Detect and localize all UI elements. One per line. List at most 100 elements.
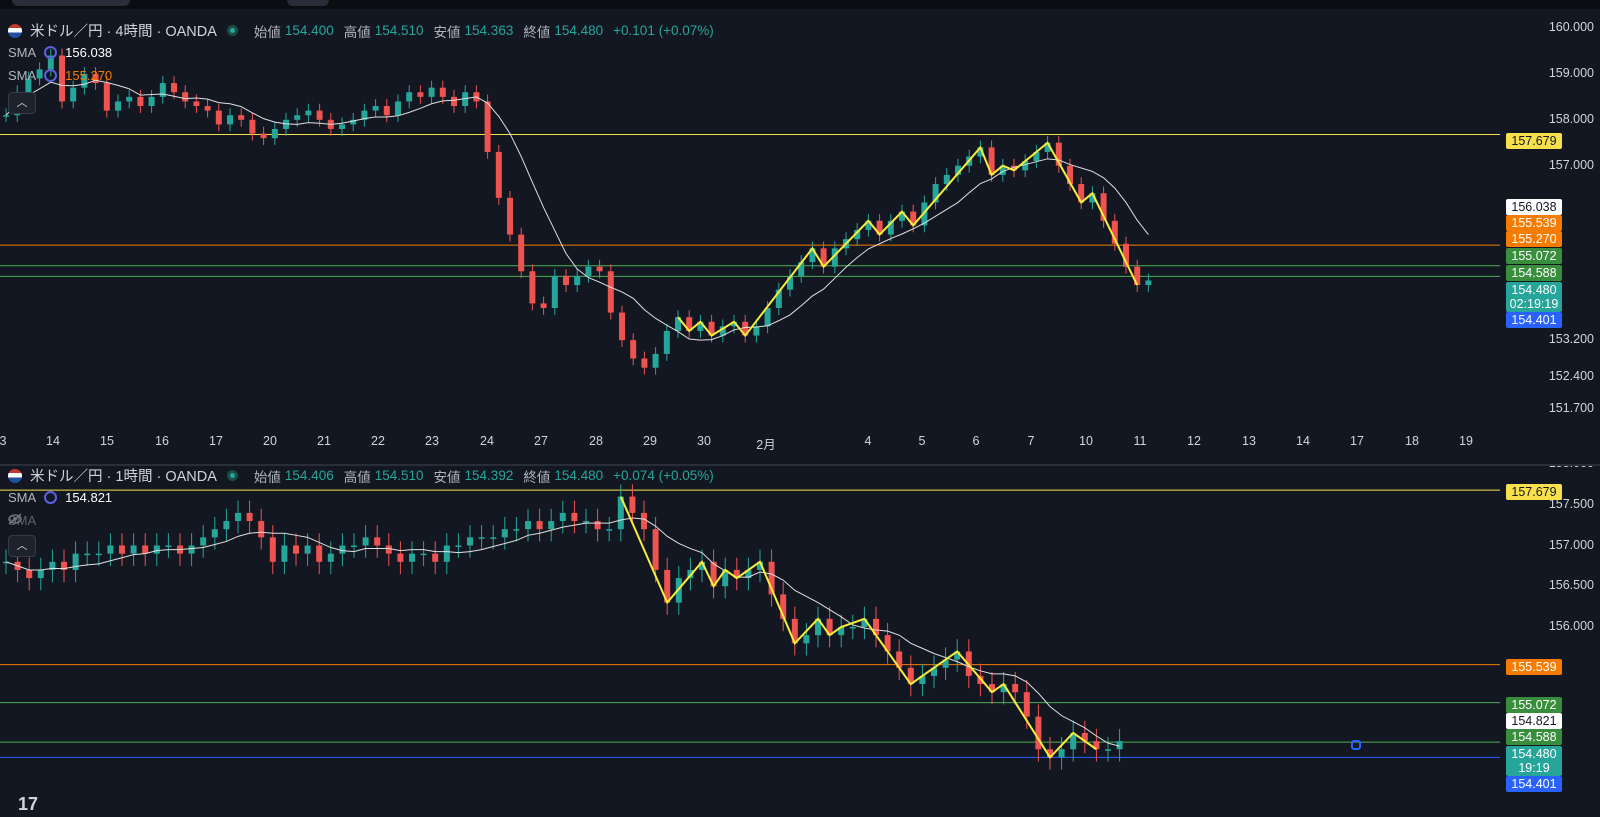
candlestick xyxy=(596,259,603,279)
candlestick xyxy=(271,122,278,146)
pane-divider[interactable] xyxy=(0,464,1600,466)
close-value: 154.480 xyxy=(554,23,604,38)
sma-indicator-2-hidden[interactable]: SMA xyxy=(8,513,36,528)
candlestick xyxy=(617,484,624,542)
candlestick xyxy=(115,94,121,118)
candlestick xyxy=(37,557,44,591)
candlestick xyxy=(260,126,267,146)
symbol-title[interactable]: 米ドル／円 · 1時間 · OANDA xyxy=(30,469,217,485)
tab-handle[interactable] xyxy=(287,0,329,6)
candlestick xyxy=(495,145,502,205)
candlestick xyxy=(641,500,647,542)
chart-canvas-4h[interactable] xyxy=(0,9,1600,464)
indicator-settings-icon[interactable] xyxy=(44,69,58,82)
candlestick xyxy=(420,541,427,566)
candlestick xyxy=(865,213,872,237)
drawing-anchor-handle[interactable] xyxy=(1351,740,1361,750)
candlestick xyxy=(1070,720,1077,762)
candlestick xyxy=(238,108,245,127)
symbol-title[interactable]: 米ドル／円 · 4時間 · OANDA xyxy=(30,24,217,40)
candlestick xyxy=(675,310,681,338)
candlestick xyxy=(61,549,67,583)
sma-indicator-1[interactable]: SMA 154.821 xyxy=(8,490,112,505)
candlestick xyxy=(126,89,133,109)
candlestick xyxy=(932,177,939,210)
candlestick xyxy=(831,241,838,274)
candlestick xyxy=(455,533,462,558)
sma-line[interactable] xyxy=(5,517,1120,747)
candlestick xyxy=(409,541,415,575)
eye-hidden-icon[interactable] xyxy=(8,513,22,525)
x-tick-label: 29 xyxy=(643,434,657,448)
candlestick xyxy=(722,557,729,599)
candlestick xyxy=(574,268,581,292)
candlestick xyxy=(204,99,211,118)
low-label: 安値 xyxy=(433,469,461,485)
price-tag: 155.539 xyxy=(1506,215,1562,231)
candlestick xyxy=(294,108,301,127)
candlestick xyxy=(137,89,144,113)
candlestick xyxy=(443,533,450,575)
indicator-settings-icon[interactable] xyxy=(44,46,58,59)
y-tick-label: 159.000 xyxy=(1548,65,1594,80)
chart-canvas-1h[interactable] xyxy=(0,466,1600,817)
x-tick-label: 16 xyxy=(155,434,169,448)
price-tag: 155.072 xyxy=(1506,248,1562,264)
change-value: +0.101 (+0.07%) xyxy=(613,23,714,38)
candlestick xyxy=(585,259,592,283)
zigzag-trend-drawing[interactable] xyxy=(677,141,1139,338)
sma-line[interactable] xyxy=(5,79,1149,341)
candlestick xyxy=(92,67,99,90)
candlestick xyxy=(200,525,207,558)
x-tick-label: 21 xyxy=(317,434,331,448)
candlestick xyxy=(583,508,589,534)
candlestick xyxy=(791,606,798,656)
collapse-legend-button[interactable]: ︿ xyxy=(8,92,36,114)
candlestick xyxy=(372,99,379,118)
candlestick xyxy=(235,500,241,534)
candlestick xyxy=(417,85,424,104)
candlestick xyxy=(1012,671,1019,705)
candlestick xyxy=(305,103,312,123)
price-tag: 02:19:19 xyxy=(1506,296,1562,312)
y-tick-label: 158.000 xyxy=(1548,111,1594,126)
market-open-icon xyxy=(226,25,238,36)
candlestick xyxy=(249,112,256,141)
candlestick xyxy=(999,158,1006,182)
candlestick xyxy=(910,204,917,233)
y-tick-label: 157.000 xyxy=(1548,537,1594,552)
change-value: +0.074 (+0.05%) xyxy=(613,468,714,483)
x-tick-label: 15 xyxy=(100,434,114,448)
price-tag: 154.480 xyxy=(1506,746,1562,762)
y-tick-label: 160.000 xyxy=(1548,20,1594,34)
candlestick xyxy=(1105,737,1111,762)
sma-name: SMA xyxy=(8,490,37,505)
candlestick xyxy=(899,204,905,228)
tab-handle[interactable] xyxy=(12,0,130,6)
zigzag-trend-drawing[interactable] xyxy=(619,496,1097,760)
sma-name: SMA xyxy=(8,68,37,83)
price-tag: 154.588 xyxy=(1506,729,1562,745)
sma-indicator-2[interactable]: SMA 155.270 xyxy=(8,68,112,83)
candlestick xyxy=(896,639,903,680)
candlestick xyxy=(501,516,508,550)
chart-pane-4h[interactable]: 米ドル／円 · 4時間 · OANDA 始値 154.400 高値 154.510 … xyxy=(0,9,1600,464)
candlestick xyxy=(742,314,749,343)
candlestick xyxy=(148,89,155,113)
sma-indicator-1[interactable]: SMA 156.038 xyxy=(8,45,112,60)
high-label: 高値 xyxy=(343,24,371,40)
collapse-legend-button[interactable]: ︿ xyxy=(8,535,36,557)
candlestick xyxy=(59,48,65,109)
low-value: 154.392 xyxy=(464,468,514,483)
candlestick xyxy=(876,213,883,242)
indicator-settings-icon[interactable] xyxy=(44,491,58,504)
candlestick xyxy=(49,549,56,583)
candlestick xyxy=(1078,177,1085,210)
candlestick xyxy=(339,533,346,566)
y-tick-label: 157.000 xyxy=(1548,157,1594,172)
candlestick xyxy=(1000,671,1007,705)
x-tick-label: 7 xyxy=(1027,434,1035,448)
chart-pane-1h[interactable]: 米ドル／円 · 1時間 · OANDA 始値 154.406 高値 154.510 … xyxy=(0,466,1600,817)
candlestick xyxy=(3,549,9,575)
candlestick xyxy=(780,582,787,632)
